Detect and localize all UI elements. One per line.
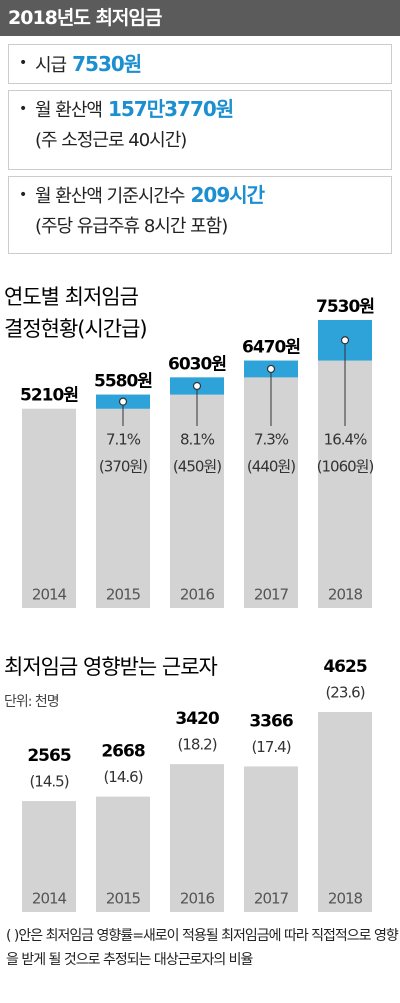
chart-title: 연도별 최저임금 [4,285,139,309]
share-label: (14.6) [103,768,142,786]
rate-label: 8.1% [180,431,215,449]
increase-label: (440원) [247,458,295,476]
value-label: 7530원 [316,297,374,317]
value-label: 2668 [101,742,144,762]
share-label: (17.4) [251,738,290,756]
x-label: 2018 [328,586,363,604]
chart-subtitle: 단위: 천명 [4,694,59,710]
value-label: 5580원 [94,372,152,392]
increase-label: (450원) [173,458,221,476]
bar [244,766,298,912]
bar [96,394,150,608]
footnote: ( )안은 최저임금 영향률=새로이 적용될 최저임금에 따라 직접적으로 영향… [6,928,399,968]
share-label: (18.2) [177,736,216,754]
share-label: (23.6) [325,684,364,702]
bullet-highlight: 157만3770원 [107,97,234,121]
x-label: 2015 [106,586,141,604]
leader-dot [266,364,276,374]
x-label: 2014 [32,586,67,604]
value-label: 6470원 [242,338,300,358]
x-label: 2018 [328,890,363,908]
x-label: 2015 [106,890,141,908]
leader-dot [118,397,128,406]
x-label: 2016 [180,890,215,908]
rate-label: 7.3% [254,431,289,449]
chart-title: 결정현황(시간급) [4,317,147,341]
x-label: 2014 [32,890,67,908]
leader-dot [340,336,350,345]
value-label: 3420 [175,709,219,729]
bar [22,801,76,912]
share-label: (14.5) [29,773,68,791]
bullet-text: 월 환산액 [35,100,103,121]
bullet-note: (주당 유급주휴 8시간 포함) [35,216,228,237]
bullet-text: 시급 [35,55,67,76]
bullet-note: (주 소정근로 40시간) [35,130,187,151]
value-label: 6030원 [168,354,226,374]
bar [96,796,150,912]
value-label: 3366 [249,711,292,731]
bar [170,764,224,912]
value-label: 4625 [323,657,366,677]
chart-title: 최저임금 영향받는 근로자 [4,655,218,679]
bullet-text: 월 환산액 기준시간수 [35,186,185,207]
x-label: 2016 [180,586,215,604]
bar [22,408,76,608]
value-label: 2565 [27,746,70,766]
header-title: 2018년도 최저임금 [0,0,400,36]
bullet-highlight: 7530원 [72,52,142,76]
leader-dot [192,381,202,391]
bar [318,712,372,912]
value-label: 5210원 [20,386,78,406]
increase-label: (1060원) [317,458,374,476]
rate-label: 7.1% [106,431,141,449]
x-label: 2017 [254,586,289,604]
increase-label: (370원) [99,458,147,476]
x-label: 2017 [254,890,289,908]
rate-label: 16.4% [324,431,367,449]
bullet-highlight: 209시간 [190,183,265,207]
